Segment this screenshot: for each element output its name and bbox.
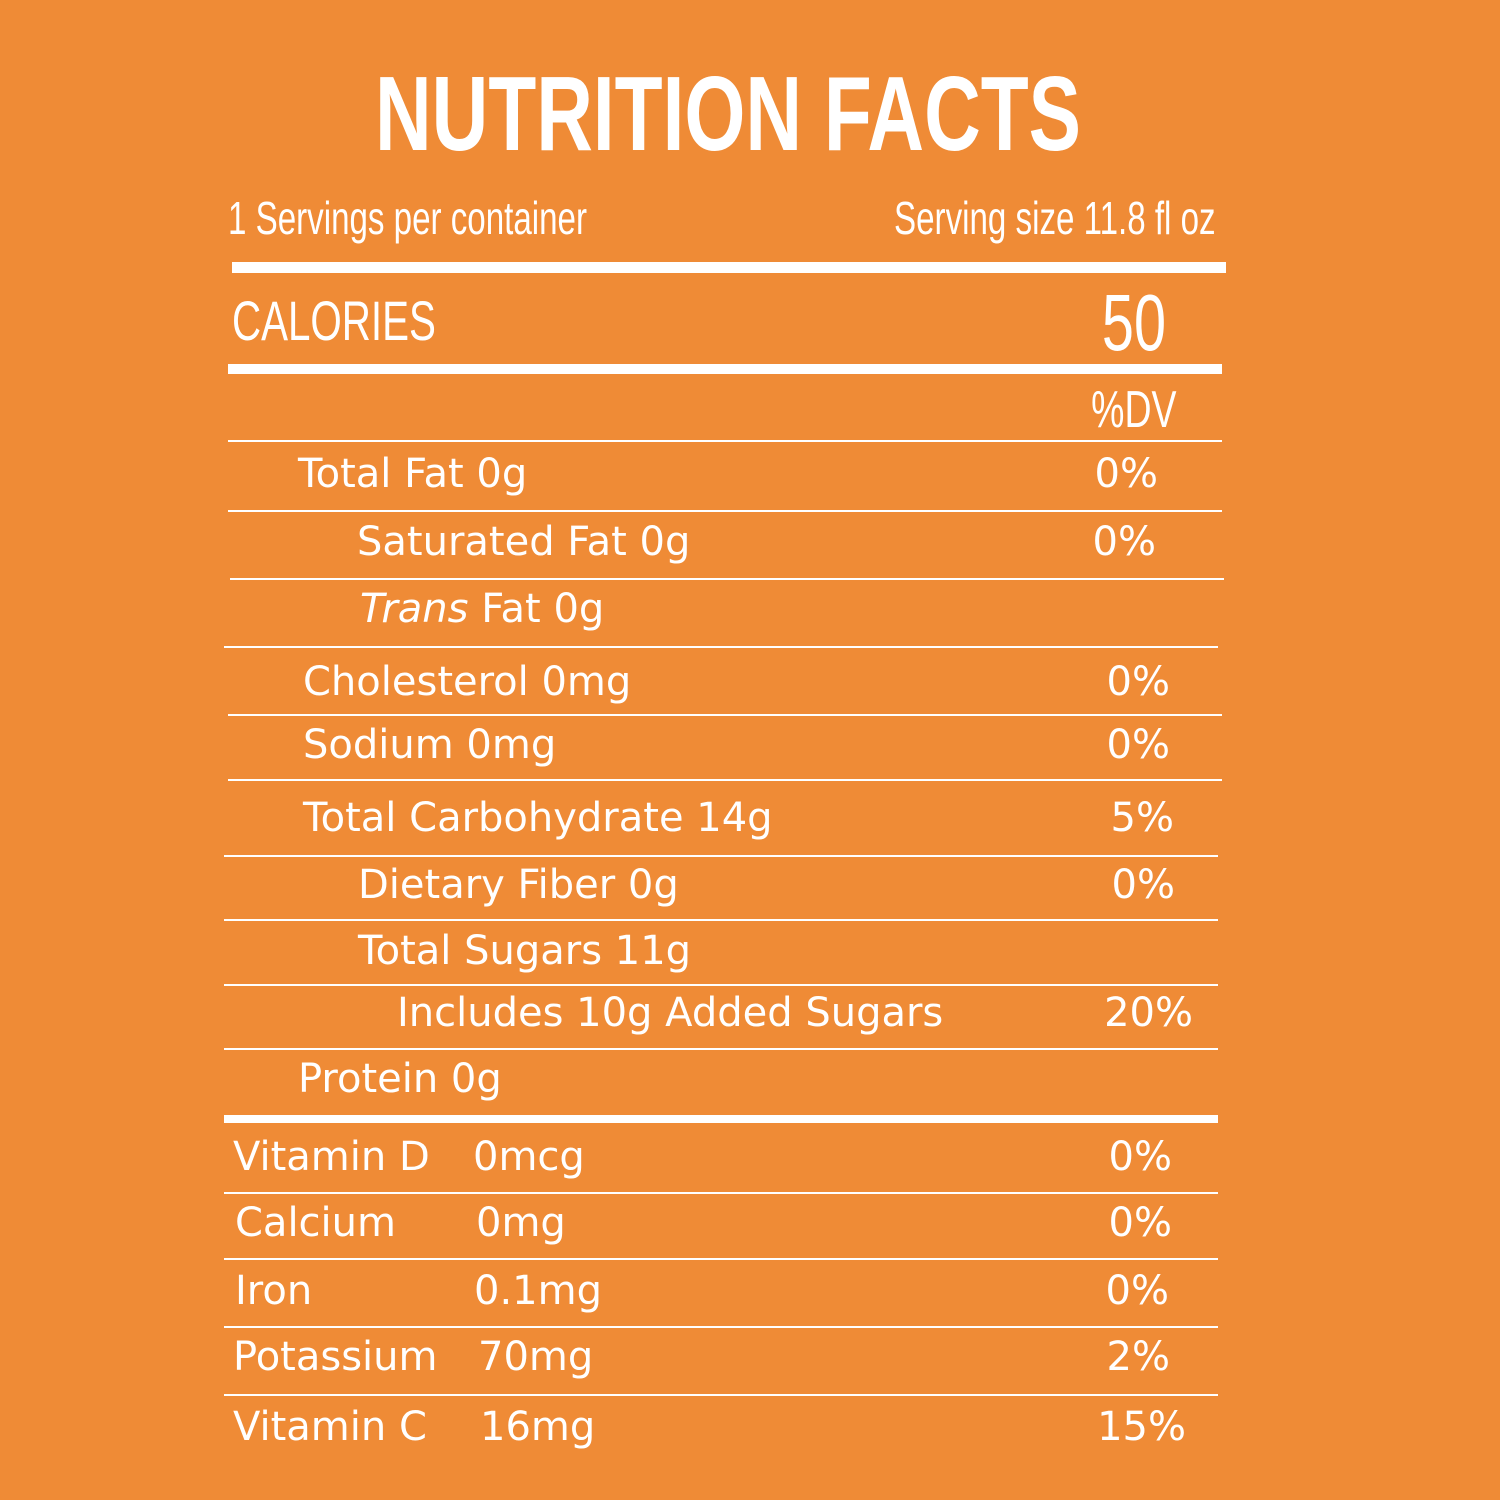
nutrient-label-sodium: Sodium 0mg (303, 722, 557, 768)
nutrient-dv-dietary-fiber: 0% (1111, 862, 1175, 908)
vitamin-dv-iron: 0% (1105, 1268, 1169, 1314)
thick-divider-calories (228, 364, 1222, 374)
nutrient-label-saturated-fat: Saturated Fat 0g (357, 519, 691, 565)
nutrient-dv-saturated-fat: 0% (1092, 519, 1156, 565)
nutrient-label-cholesterol: Cholesterol 0mg (303, 659, 632, 705)
vitamin-dv-vitamin-c: 15% (1097, 1404, 1186, 1450)
serving-size: Serving size 11.8 fl oz (894, 192, 1216, 244)
thick-divider-top (232, 262, 1226, 273)
page-title: NUTRITION FACTS (375, 55, 1081, 173)
row-divider (224, 646, 1218, 648)
row-divider (230, 578, 1224, 580)
trans-italic-label: Trans (360, 586, 469, 632)
nutrient-dv-sodium: 0% (1106, 722, 1170, 768)
vitamin-amount-potassium: 70mg (478, 1334, 594, 1380)
vitamin-amount-vitamin-d: 0mcg (473, 1134, 585, 1180)
row-divider (224, 1258, 1218, 1260)
nutrient-dv-added-sugars: 20% (1104, 990, 1193, 1036)
servings-per-container: 1 Servings per container (228, 192, 588, 244)
nutrient-label-total-sugars: Total Sugars 11g (358, 928, 692, 974)
row-divider (224, 1326, 1218, 1328)
nutrient-dv-cholesterol: 0% (1106, 659, 1170, 705)
row-divider (224, 984, 1218, 986)
row-divider (228, 779, 1222, 781)
nutrient-label-dietary-fiber: Dietary Fiber 0g (358, 862, 679, 908)
row-divider (224, 919, 1218, 921)
calories-value: 50 (1101, 278, 1166, 367)
vitamin-amount-vitamin-c: 16mg (480, 1404, 596, 1450)
nutrient-dv-total-carbohydrate: 5% (1110, 795, 1174, 841)
nutrient-label-total-carbohydrate: Total Carbohydrate 14g (303, 795, 773, 841)
vitamin-dv-calcium: 0% (1108, 1200, 1172, 1246)
nutrient-label-total-fat: Total Fat 0g (298, 451, 528, 497)
vitamin-name-iron: Iron (235, 1268, 313, 1314)
vitamin-dv-vitamin-d: 0% (1108, 1134, 1172, 1180)
nutrient-label-added-sugars: Includes 10g Added Sugars (397, 990, 944, 1036)
vitamin-name-vitamin-c: Vitamin C (233, 1404, 427, 1450)
calories-label: CALORIES (232, 289, 436, 352)
vitamin-name-calcium: Calcium (235, 1200, 396, 1246)
vitamin-amount-calcium: 0mg (476, 1200, 566, 1246)
vitamin-dv-potassium: 2% (1106, 1334, 1170, 1380)
row-divider (228, 510, 1222, 512)
row-divider (228, 714, 1222, 716)
vitamin-name-potassium: Potassium (233, 1334, 438, 1380)
thick-divider-vitamins (224, 1115, 1218, 1123)
nutrient-label-trans-fat: Trans Fat 0g (360, 584, 604, 634)
vitamin-name-vitamin-d: Vitamin D (233, 1134, 430, 1180)
dv-header: %DV (1090, 381, 1176, 439)
vitamin-amount-iron: 0.1mg (474, 1268, 602, 1314)
row-divider (224, 1192, 1218, 1194)
nutrient-label-protein: Protein 0g (298, 1056, 502, 1102)
row-divider (228, 440, 1222, 442)
row-divider (224, 1048, 1218, 1050)
row-divider (224, 855, 1218, 857)
trans-fat-label-rest: Fat 0g (468, 586, 605, 632)
row-divider (224, 1394, 1218, 1396)
nutrient-dv-total-fat: 0% (1094, 451, 1158, 497)
